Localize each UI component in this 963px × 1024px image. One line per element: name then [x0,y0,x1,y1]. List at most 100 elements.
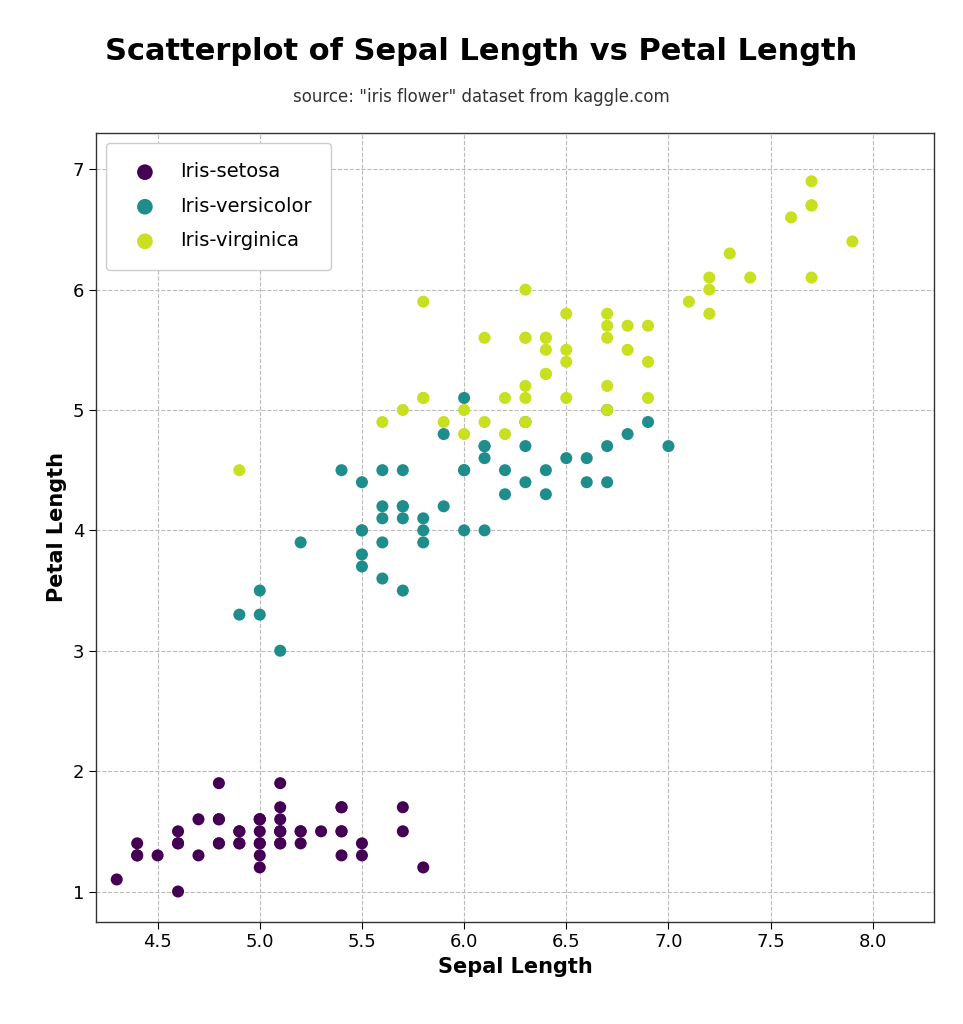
Iris-setosa [211,836,226,852]
Iris-versicolor [354,474,370,490]
Iris-virginica [599,305,614,322]
Iris-versicolor [579,450,594,466]
Iris-versicolor [252,583,268,599]
Iris-versicolor [395,462,410,478]
Iris-setosa [334,823,350,840]
Iris-virginica [620,342,636,358]
Iris-virginica [518,390,534,407]
Iris-versicolor [538,486,554,503]
Text: source: "iris flower" dataset from kaggle.com: source: "iris flower" dataset from kaggl… [293,88,670,106]
Iris-setosa [293,836,308,852]
Iris-setosa [273,823,288,840]
Iris-versicolor [354,522,370,539]
Iris-setosa [252,859,268,876]
Iris-virginica [783,209,798,225]
Iris-virginica [518,282,534,298]
Iris-setosa [232,823,247,840]
Iris-versicolor [599,401,614,418]
Iris-virginica [518,330,534,346]
Iris-virginica [497,390,512,407]
Iris-setosa [273,836,288,852]
Iris-setosa [170,884,186,900]
Iris-virginica [538,342,554,358]
Iris-versicolor [477,438,492,455]
Iris-versicolor [375,570,390,587]
Iris-virginica [681,294,696,310]
Iris-virginica [702,305,717,322]
Iris-versicolor [477,438,492,455]
Iris-setosa [252,811,268,827]
Iris-virginica [640,317,656,334]
Iris-virginica [599,378,614,394]
Iris-virginica [599,330,614,346]
Iris-setosa [252,811,268,827]
Iris-virginica [742,269,758,286]
Iris-versicolor [375,510,390,526]
Iris-setosa [273,823,288,840]
Iris-setosa [273,836,288,852]
Iris-versicolor [293,535,308,551]
Iris-setosa [150,847,166,863]
Iris-setosa [293,823,308,840]
Iris-versicolor [559,450,574,466]
Iris-setosa [354,847,370,863]
Iris-virginica [538,330,554,346]
Iris-setosa [395,799,410,815]
Iris-virginica [722,246,738,262]
Iris-versicolor [354,546,370,562]
Legend: Iris-setosa, Iris-versicolor, Iris-virginica: Iris-setosa, Iris-versicolor, Iris-virgi… [106,142,331,270]
Iris-virginica [702,269,717,286]
Iris-versicolor [518,414,534,430]
Iris-virginica [845,233,860,250]
Iris-versicolor [579,474,594,490]
Iris-setosa [293,823,308,840]
Iris-versicolor [375,462,390,478]
Iris-setosa [252,836,268,852]
Iris-setosa [252,836,268,852]
Iris-versicolor [518,438,534,455]
Y-axis label: Petal Length: Petal Length [47,453,67,602]
Iris-setosa [334,799,350,815]
Iris-virginica [559,390,574,407]
Iris-virginica [416,390,431,407]
Iris-versicolor [334,462,350,478]
Iris-setosa [273,811,288,827]
Iris-versicolor [456,390,472,407]
Iris-versicolor [375,498,390,514]
Iris-setosa [252,823,268,840]
Iris-virginica [456,426,472,442]
Iris-setosa [313,823,328,840]
Iris-versicolor [354,522,370,539]
Iris-virginica [804,198,820,214]
Iris-setosa [129,847,144,863]
Iris-versicolor [395,498,410,514]
Iris-versicolor [497,486,512,503]
Iris-versicolor [416,535,431,551]
Iris-virginica [640,390,656,407]
Iris-setosa [211,811,226,827]
Iris-virginica [416,390,431,407]
Iris-virginica [538,366,554,382]
Iris-setosa [334,799,350,815]
Iris-setosa [129,836,144,852]
Iris-virginica [232,462,247,478]
Iris-setosa [334,847,350,863]
Iris-versicolor [599,438,614,455]
Iris-versicolor [395,498,410,514]
Iris-versicolor [456,462,472,478]
Iris-virginica [456,401,472,418]
Iris-virginica [599,317,614,334]
Iris-versicolor [252,606,268,623]
Iris-setosa [232,823,247,840]
Iris-virginica [518,378,534,394]
Iris-versicolor [620,426,636,442]
Iris-versicolor [436,426,452,442]
Iris-virginica [518,330,534,346]
Iris-versicolor [497,462,512,478]
Iris-versicolor [456,462,472,478]
Iris-versicolor [599,474,614,490]
Iris-virginica [477,330,492,346]
Iris-versicolor [661,438,676,455]
Iris-setosa [170,823,186,840]
Iris-virginica [375,414,390,430]
